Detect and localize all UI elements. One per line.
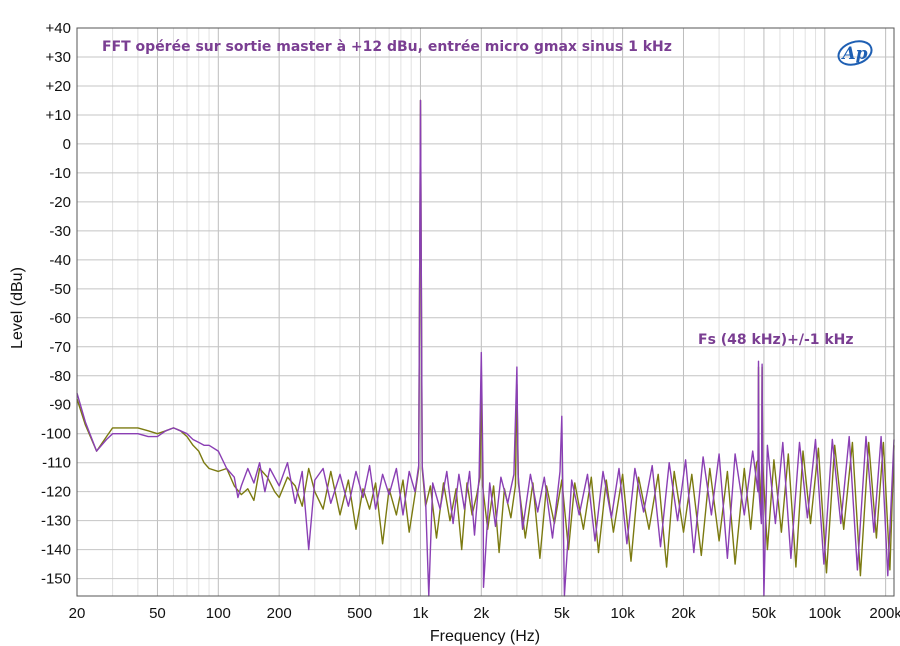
series-layer — [76, 99, 895, 597]
y-tick-label: +20 — [46, 78, 71, 95]
y-tick-label: 0 — [63, 136, 71, 153]
y-tick-label: -40 — [49, 252, 71, 269]
x-tick-label: 20k — [671, 605, 696, 622]
y-tick-label: -150 — [41, 571, 71, 588]
y-tick-label: -60 — [49, 310, 71, 327]
x-tick-label: 500 — [347, 605, 372, 622]
y-tick-label: -140 — [41, 542, 71, 559]
x-tick-label: 10k — [611, 605, 636, 622]
y-tick-label: -130 — [41, 513, 71, 530]
x-tick-label: 200 — [267, 605, 292, 622]
x-tick-label: 1k — [413, 605, 429, 622]
y-tick-label: -10 — [49, 165, 71, 182]
x-tick-label: 50 — [149, 605, 166, 622]
x-tick-label: 50k — [752, 605, 777, 622]
ap-logo-text: Ap — [840, 44, 867, 64]
ap-logo-icon: Ap — [837, 40, 873, 66]
annotation-fft-description: FFT opérée sur sortie master à +12 dBu, … — [102, 39, 672, 55]
y-tick-label: -110 — [42, 455, 71, 472]
x-tick-label: 20 — [69, 605, 86, 622]
y-tick-label: +30 — [46, 49, 71, 66]
y-tick-label: -90 — [49, 397, 71, 414]
y-tick-label: +40 — [46, 20, 71, 37]
x-tick-labels: 20 50 100 200 500 1k 2k 5k 10k 20k 50k 100k 200k — [69, 605, 900, 622]
x-tick-label: 200k — [869, 605, 900, 622]
x-tick-label: 100 — [206, 605, 231, 622]
x-tick-label: 5k — [554, 605, 570, 622]
series-line-1 — [76, 99, 895, 577]
y-tick-label: -120 — [41, 484, 71, 501]
grid — [77, 27, 894, 596]
y-tick-label: -80 — [49, 368, 71, 385]
y-tick-label: +10 — [46, 107, 71, 124]
x-tick-label: 100k — [809, 605, 842, 622]
y-tick-label: -20 — [49, 194, 71, 211]
x-tick-label: 2k — [473, 605, 489, 622]
series-line-2 — [76, 99, 895, 597]
annotation-fs-sidebands: Fs (48 kHz)+/-1 kHz — [698, 332, 854, 348]
y-tick-label: -30 — [49, 223, 71, 240]
y-tick-labels: +40 +30 +20 +10 0 -10 -20 -30 -40 -50 -60 -70 -80 -90… — [41, 20, 71, 588]
y-tick-label: -50 — [49, 281, 71, 298]
x-axis-label: Frequency (Hz) — [430, 628, 540, 645]
y-tick-label: -100 — [41, 426, 71, 443]
plot-frame — [76, 27, 895, 597]
y-axis-label: Level (dBu) — [9, 267, 26, 349]
plot-background — [77, 28, 894, 596]
y-tick-label: -70 — [49, 339, 71, 356]
